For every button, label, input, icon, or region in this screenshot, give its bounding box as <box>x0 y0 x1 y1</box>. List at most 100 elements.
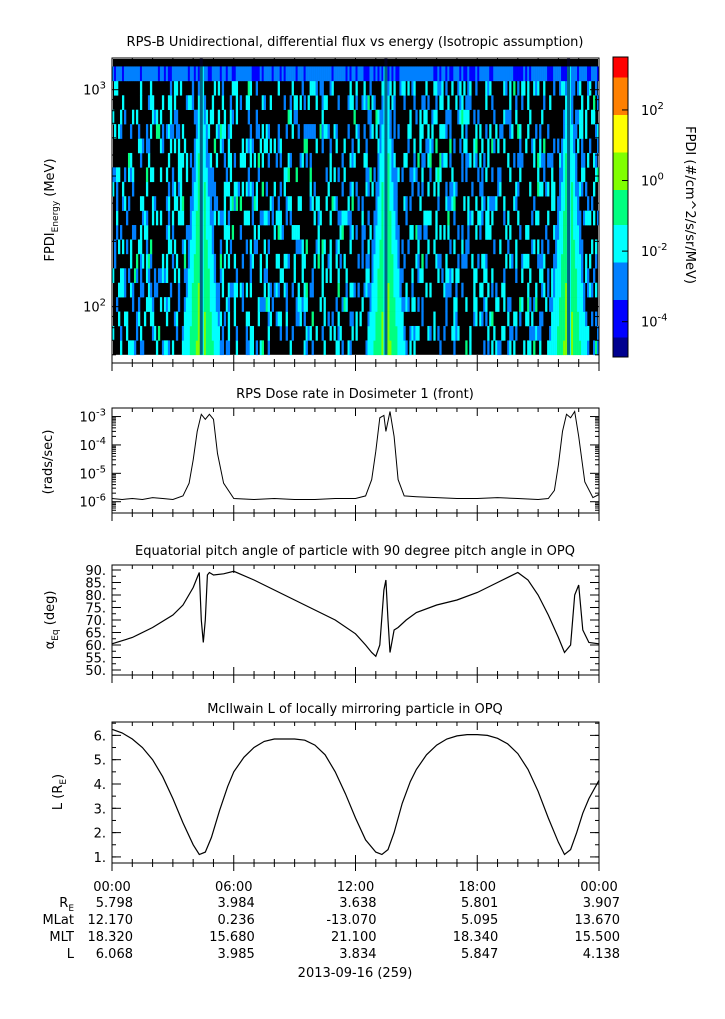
spectrogram-cell <box>561 152 564 168</box>
spectrogram-cell <box>205 340 209 356</box>
spectrogram-cell <box>179 167 183 183</box>
spectrogram-cell <box>293 268 296 284</box>
spectrogram-cell <box>589 66 592 82</box>
spectrogram-cell <box>121 95 125 110</box>
spectrogram-cell <box>487 80 490 96</box>
spectrogram-cell <box>379 152 382 168</box>
spectrogram-cell <box>539 181 542 197</box>
spectrogram-cell <box>351 196 354 211</box>
spectrogram-cell <box>585 66 588 82</box>
spectrogram-cell <box>559 268 562 284</box>
spectrogram-cell <box>583 325 586 341</box>
spectrogram-cell <box>577 138 580 154</box>
spectrogram-cell <box>279 210 282 226</box>
spectrogram-cell <box>179 66 183 82</box>
spectrogram-cell <box>185 311 189 327</box>
spectrogram-cell <box>287 152 290 168</box>
spectrogram-cell <box>201 340 205 356</box>
spectrogram-cell <box>577 311 580 327</box>
spectrogram-cell <box>137 239 141 255</box>
spectrogram-cell <box>165 225 169 240</box>
spectrogram-cell <box>397 167 400 183</box>
spectrogram-cell <box>451 66 454 82</box>
spectrogram-cell <box>357 196 360 211</box>
spectrogram-cell <box>205 196 209 211</box>
ephemeris-value: 5.847 <box>461 947 498 962</box>
spectrogram-cell <box>547 66 550 82</box>
spectrogram-cell <box>563 210 566 226</box>
spectrogram-cell <box>305 282 308 298</box>
spectrogram-cell <box>469 210 472 226</box>
spectrogram-cell <box>147 66 151 82</box>
ephemeris-value: 4.138 <box>583 947 620 962</box>
spectrogram-cell <box>317 66 320 82</box>
spectrogram-cell <box>267 340 270 356</box>
spectrogram-cell <box>381 268 384 284</box>
spectrogram-cell <box>573 167 576 183</box>
spectrogram-cell <box>295 239 298 255</box>
spectrogram-cell <box>521 268 524 284</box>
spectrogram-cell <box>557 325 560 341</box>
spectrogram-cell <box>129 340 133 356</box>
spectrogram-cell <box>181 340 185 356</box>
spectrogram-cell <box>207 268 211 284</box>
spectrogram-cell <box>543 80 546 96</box>
spectrogram-cell <box>565 80 568 96</box>
spectrogram-cell <box>577 268 580 284</box>
spectrogram-cell <box>595 253 598 269</box>
spectrogram-cell <box>211 210 215 226</box>
spectrogram-cell <box>327 181 330 197</box>
spectrogram-cell <box>171 210 175 226</box>
spectrogram-cell <box>223 109 227 125</box>
spectrogram-cell <box>307 66 310 82</box>
spectrogram-cell <box>201 282 205 298</box>
spectrogram-cell <box>571 297 574 312</box>
spectrogram-cell <box>305 297 308 312</box>
spectrogram-cell <box>519 167 522 183</box>
spectrogram-cell <box>359 311 362 327</box>
spectrogram-cell <box>565 311 568 327</box>
spectrogram-cell <box>533 138 536 154</box>
spectrogram-cell <box>537 167 540 183</box>
spectrogram-cell <box>467 210 470 226</box>
spectrogram-cell <box>375 282 378 298</box>
spectrogram-cell <box>167 239 171 255</box>
spectrogram-cell <box>419 225 422 240</box>
spectrogram-cell <box>147 282 151 298</box>
spectrogram-cell <box>183 325 187 341</box>
spectrogram-cell <box>393 268 396 284</box>
spectrogram-cell <box>447 225 450 240</box>
ytick-label-exp: -3 <box>96 408 106 419</box>
spectrogram-cell <box>287 253 290 269</box>
spectrogram-cell <box>373 66 376 82</box>
spectrogram-cell <box>153 109 157 125</box>
spectrogram-cell <box>425 66 428 82</box>
spectrogram-cell <box>345 297 348 312</box>
spectrogram-cell <box>181 124 185 139</box>
spectrogram-cell <box>187 340 191 356</box>
spectrogram-cell <box>375 181 378 197</box>
spectrogram-cell <box>309 80 312 96</box>
spectrogram-cell <box>393 95 396 110</box>
spectrogram-cell <box>381 239 384 255</box>
spectrogram-cell <box>477 210 480 226</box>
spectrogram-cell <box>381 80 384 96</box>
ytick-label: 90. <box>85 564 106 579</box>
spectrogram-cell <box>557 282 560 298</box>
ytick-label: 5. <box>94 754 106 769</box>
spectrogram-cell <box>411 268 414 284</box>
spectrogram-cell <box>189 340 193 356</box>
spectrogram-cell <box>197 181 201 197</box>
spectrogram-cell <box>521 95 524 110</box>
spectrogram-cell <box>141 66 145 82</box>
ephemeris-value: 12.170 <box>88 913 134 928</box>
spectrogram-cell <box>231 196 235 211</box>
spectrogram-cell <box>113 253 117 269</box>
spectrogram-cell <box>405 196 408 211</box>
spectrogram-cell <box>573 253 576 269</box>
spectrogram-cell <box>365 181 368 197</box>
spectrogram-cell <box>341 181 344 197</box>
spectrogram-cell <box>293 109 296 125</box>
spectrogram-cell <box>291 66 294 82</box>
spectrogram-cell <box>291 282 294 298</box>
